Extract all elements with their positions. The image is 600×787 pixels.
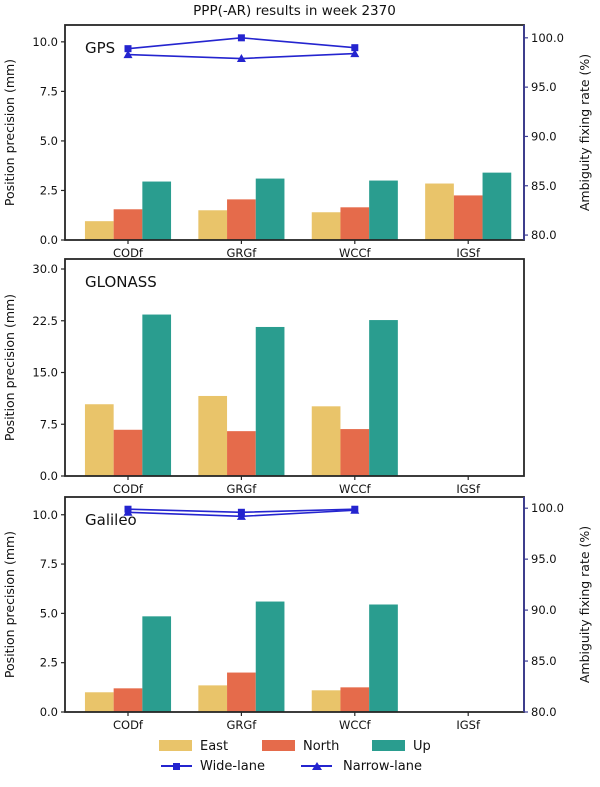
left-tick-label-glonass: 22.5 — [32, 314, 58, 328]
bar-galileo-north-codf — [113, 688, 143, 712]
left-tick-label-gps: 0.0 — [40, 233, 58, 247]
legend-swatch-north — [262, 740, 295, 751]
marker-triangle-gps-0 — [123, 50, 133, 59]
legend-label-wide-lane: Wide-lane — [200, 759, 265, 774]
x-tick-label-gps-igsf: IGSf — [456, 246, 481, 260]
x-tick-label-glonass-wccf: WCCf — [339, 482, 371, 496]
bar-gps-up-igsf — [482, 172, 512, 240]
left-tick-label-galileo: 10.0 — [32, 508, 58, 522]
left-tick-label-gps: 5.0 — [40, 134, 58, 148]
bar-glonass-east-wccf — [311, 406, 341, 476]
x-tick-label-gps-wccf: WCCf — [339, 246, 371, 260]
plot-box-galileo — [64, 496, 525, 713]
x-tick-label-glonass-grgf: GRGf — [226, 482, 257, 496]
ylabel-left-gps: Position precision (mm) — [2, 59, 17, 206]
legend-triangle-marker-icon — [312, 762, 322, 770]
bar-gps-north-igsf — [453, 195, 483, 240]
bar-gps-east-wccf — [311, 212, 341, 240]
x-tick-label-galileo-grgf: GRGf — [226, 718, 257, 732]
ylabel-left-galileo: Position precision (mm) — [2, 531, 17, 678]
bar-gps-up-grgf — [255, 178, 285, 240]
right-tick-label-galileo: 95.0 — [531, 552, 557, 566]
right-tick-label-galileo: 85.0 — [531, 654, 557, 668]
ylabel-right-gps: Ambiguity fixing rate (%) — [577, 54, 592, 211]
left-tick-label-gps: 7.5 — [40, 84, 58, 98]
marker-square-gps-2 — [351, 44, 359, 52]
bar-galileo-east-grgf — [198, 685, 228, 712]
left-tick-label-galileo: 5.0 — [40, 606, 58, 620]
bar-gps-up-codf — [142, 181, 172, 240]
left-tick-label-glonass: 7.5 — [40, 417, 58, 431]
marker-triangle-galileo-1 — [236, 511, 246, 520]
bar-galileo-north-grgf — [227, 672, 256, 712]
bar-glonass-north-wccf — [340, 429, 370, 476]
bar-galileo-east-wccf — [311, 690, 341, 712]
left-tick-label-galileo: 0.0 — [40, 705, 58, 719]
bar-gps-east-grgf — [198, 210, 228, 240]
right-tick-label-gps: 95.0 — [531, 80, 557, 94]
x-tick-label-galileo-wccf: WCCf — [339, 718, 371, 732]
right-tick-label-gps: 80.0 — [531, 228, 557, 242]
bar-galileo-north-wccf — [340, 687, 370, 712]
x-tick-label-galileo-codf: CODf — [113, 718, 144, 732]
right-tick-label-galileo: 90.0 — [531, 603, 557, 617]
bar-gps-north-codf — [113, 209, 143, 240]
bar-gps-up-wccf — [369, 180, 398, 240]
marker-triangle-gps-2 — [350, 49, 360, 58]
legend-swatch-up — [372, 740, 405, 751]
marker-square-gps-1 — [237, 34, 245, 42]
bar-glonass-up-grgf — [255, 326, 285, 476]
legend-label-narrow-lane: Narrow-lane — [343, 759, 422, 774]
x-tick-label-gps-codf: CODf — [113, 246, 144, 260]
bar-galileo-up-codf — [142, 616, 172, 712]
bar-galileo-up-grgf — [255, 601, 285, 712]
bar-glonass-up-codf — [142, 314, 172, 476]
bar-gps-east-igsf — [425, 183, 454, 240]
bar-glonass-north-codf — [113, 429, 143, 476]
ylabel-right-galileo: Ambiguity fixing rate (%) — [577, 526, 592, 683]
ylabel-left-glonass: Position precision (mm) — [2, 294, 17, 441]
legend-label-north: North — [303, 739, 340, 754]
annotation-glonass: GLONASS — [85, 273, 157, 291]
bar-gps-east-codf — [84, 221, 114, 240]
bar-galileo-east-codf — [84, 692, 114, 712]
left-tick-label-gps: 2.5 — [40, 183, 58, 197]
x-tick-label-galileo-igsf: IGSf — [456, 718, 481, 732]
right-tick-label-galileo: 80.0 — [531, 705, 557, 719]
bar-glonass-east-grgf — [198, 395, 228, 476]
annotation-gps: GPS — [85, 39, 115, 57]
x-tick-label-gps-grgf: GRGf — [226, 246, 257, 260]
x-tick-label-glonass-igsf: IGSf — [456, 482, 481, 496]
chart-title: PPP(-AR) results in week 2370 — [193, 3, 396, 19]
right-tick-label-gps: 85.0 — [531, 179, 557, 193]
left-tick-label-galileo: 2.5 — [40, 656, 58, 670]
legend-label-east: East — [200, 739, 229, 754]
bar-gps-north-grgf — [227, 199, 256, 240]
bar-gps-north-wccf — [340, 207, 370, 240]
bar-glonass-north-grgf — [227, 431, 256, 476]
bar-galileo-up-wccf — [369, 604, 398, 712]
legend-label-up: Up — [413, 739, 431, 754]
left-tick-label-glonass: 30.0 — [32, 262, 58, 276]
right-tick-label-gps: 100.0 — [531, 31, 564, 45]
plot-box-glonass — [64, 258, 525, 477]
right-tick-label-gps: 90.0 — [531, 129, 557, 143]
left-tick-label-gps: 10.0 — [32, 35, 58, 49]
bar-glonass-up-wccf — [369, 320, 398, 476]
marker-triangle-galileo-0 — [123, 507, 133, 516]
marker-triangle-gps-1 — [236, 54, 246, 63]
bar-glonass-east-codf — [84, 404, 114, 476]
left-tick-label-galileo: 7.5 — [40, 557, 58, 571]
annotation-galileo: Galileo — [85, 511, 137, 529]
legend-swatch-east — [159, 740, 192, 751]
left-tick-label-glonass: 15.0 — [32, 366, 58, 380]
x-tick-label-glonass-codf: CODf — [113, 482, 144, 496]
legend-square-marker-icon — [173, 763, 180, 770]
marker-square-gps-0 — [124, 45, 132, 53]
left-tick-label-glonass: 0.0 — [40, 469, 58, 483]
marker-triangle-galileo-2 — [350, 505, 360, 514]
right-tick-label-galileo: 100.0 — [531, 501, 564, 515]
